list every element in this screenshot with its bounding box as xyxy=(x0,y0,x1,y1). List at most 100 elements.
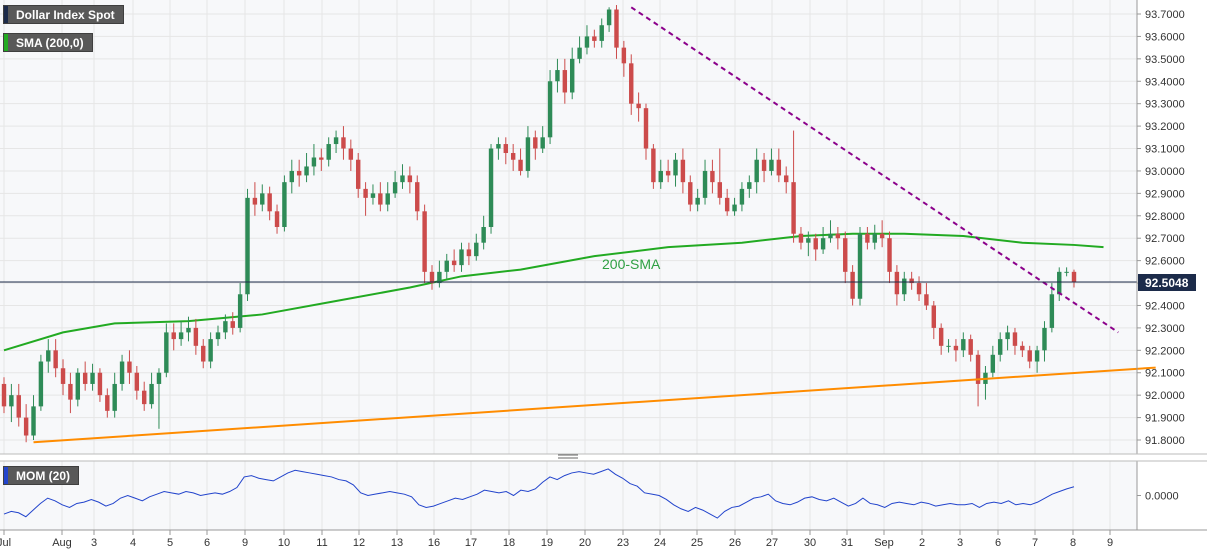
candle-body xyxy=(208,339,213,362)
candle-body xyxy=(90,372,95,384)
candle-body xyxy=(429,271,435,284)
candle-body xyxy=(806,238,811,243)
candle-body xyxy=(651,148,656,183)
candle-body xyxy=(119,361,125,384)
candle-body xyxy=(938,327,944,346)
x-tick-label: 2 xyxy=(919,537,925,549)
y-tick-label: 91.8000 xyxy=(1145,435,1185,447)
legend-color-strip xyxy=(4,467,8,484)
candle-body xyxy=(798,233,804,243)
candle-body xyxy=(525,137,531,171)
candle-body xyxy=(761,159,767,171)
y-tick-label: 92.7000 xyxy=(1145,233,1185,245)
candle-body xyxy=(289,170,295,183)
candle-body xyxy=(474,242,479,257)
candle-body xyxy=(267,193,272,212)
x-tick-label: Aug xyxy=(52,537,72,549)
candle-body xyxy=(894,271,900,295)
x-tick-label: 26 xyxy=(729,537,741,549)
candle-body xyxy=(444,260,449,272)
y-tick-label: 93.1000 xyxy=(1145,144,1185,156)
candle-body xyxy=(643,108,649,149)
candle-body xyxy=(97,372,103,396)
candle-body xyxy=(333,137,339,145)
candle-body xyxy=(23,417,29,436)
y-tick-label: 91.9000 xyxy=(1145,413,1185,425)
legend-momentum[interactable]: MOM (20) xyxy=(3,466,79,485)
candle-body xyxy=(422,211,427,272)
candle-body xyxy=(319,157,324,160)
legend-dollar-index-label: Dollar Index Spot xyxy=(16,7,115,22)
candle-body xyxy=(510,153,516,160)
x-tick-label: 3 xyxy=(91,537,97,549)
candle-body xyxy=(879,233,885,239)
candle-body xyxy=(547,81,553,138)
candle-body xyxy=(385,193,390,205)
candle-body xyxy=(296,170,302,176)
support-line xyxy=(33,366,1156,444)
candle-body xyxy=(569,58,575,93)
candle-body xyxy=(747,182,752,189)
candle-body xyxy=(997,339,1003,355)
candle-body xyxy=(171,332,176,340)
candle-body xyxy=(215,332,221,340)
legend-sma-label: SMA (200,0) xyxy=(16,35,84,50)
x-tick-label: 9 xyxy=(242,537,248,549)
candles xyxy=(1,5,1077,443)
candle-body xyxy=(38,361,44,407)
candle-body xyxy=(252,197,258,205)
panel-splitter-handle[interactable] xyxy=(558,454,578,459)
candle-body xyxy=(326,144,331,160)
candle-body xyxy=(1,383,7,407)
candle-body xyxy=(134,372,140,391)
candle-body xyxy=(1042,327,1047,351)
candle-body xyxy=(488,148,494,227)
candle-body xyxy=(141,390,147,405)
y-tick-label: 93.0000 xyxy=(1145,166,1185,178)
candle-body xyxy=(968,339,973,355)
candle-body xyxy=(872,233,877,243)
candle-body xyxy=(68,383,73,400)
x-tick-label: 7 xyxy=(1032,537,1038,549)
candle-body xyxy=(341,137,346,149)
candle-body xyxy=(953,345,959,351)
candle-body xyxy=(156,372,162,384)
candle-body xyxy=(127,361,132,373)
candle-body xyxy=(245,197,250,295)
x-tick-label: Jul xyxy=(0,537,11,549)
candle-body xyxy=(599,25,604,41)
candle-body xyxy=(1027,350,1032,362)
candle-body xyxy=(518,159,523,171)
momentum-series xyxy=(3,468,1075,519)
candle-body xyxy=(621,47,627,64)
candle-body xyxy=(193,327,199,346)
candle-body xyxy=(304,166,309,176)
candle-body xyxy=(437,271,442,284)
x-tick-label: 30 xyxy=(804,537,816,549)
candle-body xyxy=(1034,350,1040,362)
x-tick-label: 18 xyxy=(503,537,515,549)
candle-body xyxy=(606,9,612,26)
candle-body xyxy=(695,197,700,205)
candle-body xyxy=(46,350,51,362)
candle-body xyxy=(916,283,922,295)
candle-body xyxy=(702,170,708,198)
candle-body xyxy=(754,159,759,183)
candle-body xyxy=(274,211,280,227)
candle-body xyxy=(311,157,317,167)
sma-annotation: 200-SMA xyxy=(602,256,661,272)
legend-sma[interactable]: SMA (200,0) xyxy=(3,33,93,52)
candle-body xyxy=(673,159,678,176)
candle-body xyxy=(658,170,663,183)
legend-dollar-index[interactable]: Dollar Index Spot xyxy=(3,5,124,24)
resistance-line xyxy=(630,6,1119,334)
x-tick-label: 19 xyxy=(541,537,553,549)
legend-color-strip xyxy=(4,6,8,23)
candle-body xyxy=(1057,271,1062,295)
candle-body xyxy=(820,238,826,250)
trend-lines xyxy=(0,6,1156,444)
candle-body xyxy=(1064,271,1069,273)
candle-body xyxy=(237,294,243,328)
y-tick-label: 93.4000 xyxy=(1145,76,1185,88)
candle-body xyxy=(680,159,686,183)
